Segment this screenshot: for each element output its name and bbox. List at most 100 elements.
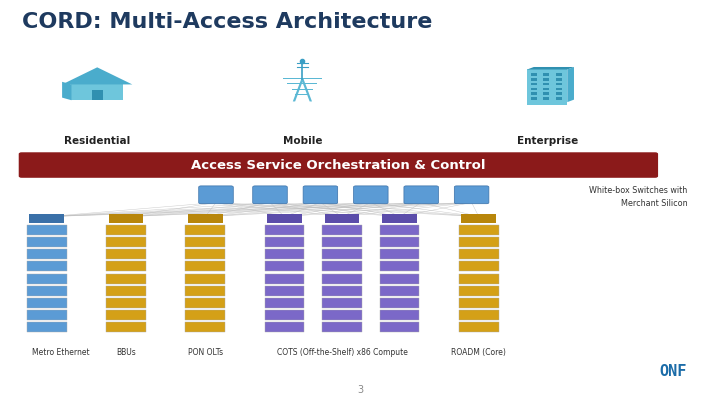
FancyBboxPatch shape <box>404 186 438 204</box>
Polygon shape <box>293 79 304 101</box>
FancyBboxPatch shape <box>459 261 499 271</box>
FancyBboxPatch shape <box>199 186 233 204</box>
FancyBboxPatch shape <box>265 261 304 271</box>
FancyBboxPatch shape <box>459 286 499 296</box>
Text: vCarrierEthernet, vOAM, vWanEx, vIDS: vCarrierEthernet, vOAM, vWanEx, vIDS <box>477 157 617 163</box>
FancyBboxPatch shape <box>459 249 499 259</box>
FancyBboxPatch shape <box>380 225 420 235</box>
FancyBboxPatch shape <box>185 286 225 296</box>
FancyBboxPatch shape <box>380 261 420 271</box>
Text: Access Service Orchestration & Control: Access Service Orchestration & Control <box>191 158 486 172</box>
FancyBboxPatch shape <box>265 249 304 259</box>
Polygon shape <box>543 73 549 76</box>
FancyBboxPatch shape <box>459 237 499 247</box>
FancyBboxPatch shape <box>185 225 225 235</box>
FancyBboxPatch shape <box>267 214 302 223</box>
Polygon shape <box>556 87 562 90</box>
FancyBboxPatch shape <box>459 298 499 308</box>
FancyBboxPatch shape <box>185 298 225 308</box>
Polygon shape <box>543 97 549 100</box>
FancyBboxPatch shape <box>380 298 420 308</box>
Polygon shape <box>531 73 537 76</box>
FancyBboxPatch shape <box>454 186 489 204</box>
FancyBboxPatch shape <box>109 214 143 223</box>
FancyBboxPatch shape <box>265 322 304 332</box>
Polygon shape <box>531 83 537 85</box>
FancyBboxPatch shape <box>323 237 361 247</box>
Polygon shape <box>287 83 318 84</box>
Polygon shape <box>71 85 123 100</box>
Text: Metro Ethernet: Metro Ethernet <box>32 348 90 357</box>
Polygon shape <box>295 94 310 95</box>
FancyBboxPatch shape <box>27 298 66 308</box>
FancyBboxPatch shape <box>265 273 304 283</box>
FancyBboxPatch shape <box>27 237 66 247</box>
FancyBboxPatch shape <box>354 186 388 204</box>
Text: Residential: Residential <box>64 136 130 146</box>
Polygon shape <box>527 70 567 104</box>
FancyBboxPatch shape <box>323 273 361 283</box>
Text: Enterprise: Enterprise <box>516 136 578 146</box>
Text: vOLT, v5G, vRouter, vCDN: vOLT, v5G, vRouter, vCDN <box>50 157 144 163</box>
Text: COTS (Off-the-Shelf) x86 Compute: COTS (Off-the-Shelf) x86 Compute <box>276 348 408 357</box>
FancyBboxPatch shape <box>459 225 499 235</box>
FancyBboxPatch shape <box>323 322 361 332</box>
Text: vBBU, vMME, v5GW, vPGW, vCDN: vBBU, vMME, v5GW, vPGW, vCDN <box>241 157 364 163</box>
Polygon shape <box>543 87 549 90</box>
FancyBboxPatch shape <box>323 286 361 296</box>
FancyBboxPatch shape <box>185 237 225 247</box>
FancyBboxPatch shape <box>27 225 66 235</box>
Polygon shape <box>91 90 103 100</box>
Polygon shape <box>556 97 562 100</box>
Polygon shape <box>62 67 132 85</box>
Polygon shape <box>531 78 537 81</box>
Polygon shape <box>556 78 562 81</box>
Polygon shape <box>292 89 312 90</box>
FancyBboxPatch shape <box>380 322 420 332</box>
FancyBboxPatch shape <box>107 225 145 235</box>
Polygon shape <box>556 73 562 76</box>
Polygon shape <box>543 78 549 81</box>
FancyBboxPatch shape <box>27 261 66 271</box>
FancyBboxPatch shape <box>323 298 361 308</box>
FancyBboxPatch shape <box>303 186 338 204</box>
FancyBboxPatch shape <box>188 214 222 223</box>
FancyBboxPatch shape <box>107 286 145 296</box>
Text: White-box Switches with
Merchant Silicon: White-box Switches with Merchant Silicon <box>590 186 688 208</box>
FancyBboxPatch shape <box>27 310 66 320</box>
FancyBboxPatch shape <box>253 186 287 204</box>
FancyBboxPatch shape <box>323 225 361 235</box>
FancyBboxPatch shape <box>185 249 225 259</box>
FancyBboxPatch shape <box>185 322 225 332</box>
FancyBboxPatch shape <box>325 214 359 223</box>
FancyBboxPatch shape <box>459 310 499 320</box>
Polygon shape <box>556 92 562 95</box>
Polygon shape <box>531 92 537 95</box>
FancyBboxPatch shape <box>380 237 420 247</box>
FancyBboxPatch shape <box>107 237 145 247</box>
Polygon shape <box>556 83 562 85</box>
Text: ROADM (Core): ROADM (Core) <box>451 348 506 357</box>
FancyBboxPatch shape <box>265 310 304 320</box>
FancyBboxPatch shape <box>27 273 66 283</box>
Text: CORD: Multi-Access Architecture: CORD: Multi-Access Architecture <box>22 12 432 32</box>
FancyBboxPatch shape <box>459 322 499 332</box>
FancyBboxPatch shape <box>107 310 145 320</box>
FancyBboxPatch shape <box>27 322 66 332</box>
Polygon shape <box>527 67 574 70</box>
Polygon shape <box>62 82 71 100</box>
Text: PON OLTs: PON OLTs <box>188 348 222 357</box>
Text: BBUs: BBUs <box>116 348 136 357</box>
FancyBboxPatch shape <box>380 286 420 296</box>
FancyBboxPatch shape <box>185 310 225 320</box>
FancyBboxPatch shape <box>380 273 420 283</box>
FancyBboxPatch shape <box>265 225 304 235</box>
FancyBboxPatch shape <box>107 298 145 308</box>
Polygon shape <box>531 97 537 100</box>
FancyBboxPatch shape <box>265 298 304 308</box>
FancyBboxPatch shape <box>462 214 496 223</box>
FancyBboxPatch shape <box>107 322 145 332</box>
Text: Mobile: Mobile <box>283 136 322 146</box>
FancyBboxPatch shape <box>107 261 145 271</box>
Text: 3: 3 <box>357 385 363 395</box>
